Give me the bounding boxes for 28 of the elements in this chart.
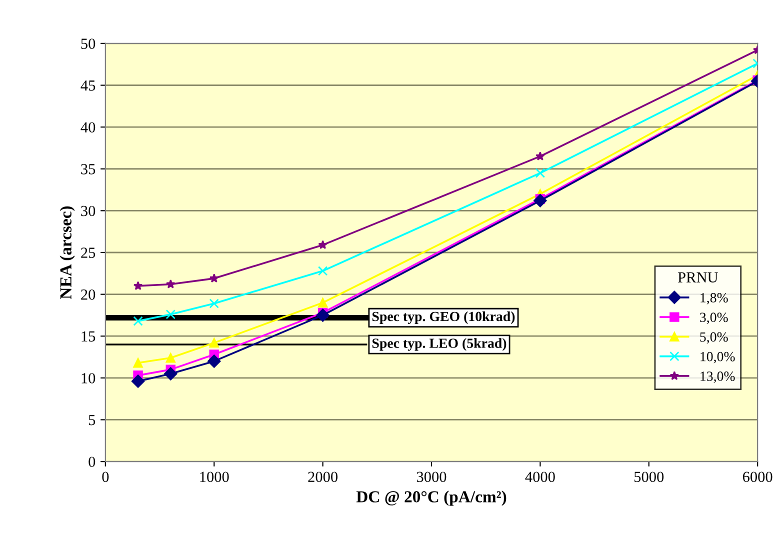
y-tick-label: 45 (80, 80, 96, 91)
legend-label: 13,0% (700, 372, 735, 383)
x-tick-label: 0 (102, 472, 109, 482)
y-tick-label: 30 (81, 206, 96, 216)
y-tick-label: 15 (82, 331, 96, 342)
y-tick-label: 0 (88, 456, 96, 467)
x-tick-label: 3000 (416, 472, 446, 482)
ref-line-label: Spec typ. LEO (5krad) (372, 338, 506, 351)
ref-line-label: Spec typ. GEO (10krad) (372, 311, 515, 324)
y-tick-label: 20 (81, 289, 96, 300)
legend-label: 5,0% (700, 332, 728, 344)
x-tick-label: 1000 (200, 472, 229, 482)
y-tick-label: 25 (81, 248, 96, 258)
legend-label: 1,8% (700, 293, 728, 304)
x-axis-title: DC @ 20°C (pA/cm²) (356, 490, 506, 506)
y-axis-title: NEA (arcsec) (60, 206, 75, 300)
legend-label: 3,0% (700, 312, 728, 324)
x-tick-label: 5000 (634, 472, 664, 482)
x-tick-label: 4000 (525, 472, 555, 482)
y-tick-label: 40 (80, 122, 96, 133)
y-tick-label: 35 (81, 164, 96, 174)
x-tick-label: 2000 (308, 472, 338, 482)
y-tick-label: 5 (88, 415, 96, 426)
x-tick-label: 6000 (742, 472, 772, 482)
y-tick-label: 10 (82, 373, 96, 384)
y-tick-label: 50 (81, 38, 96, 49)
legend-title: PRNU (678, 272, 718, 283)
legend-label: 10,0% (700, 352, 735, 364)
